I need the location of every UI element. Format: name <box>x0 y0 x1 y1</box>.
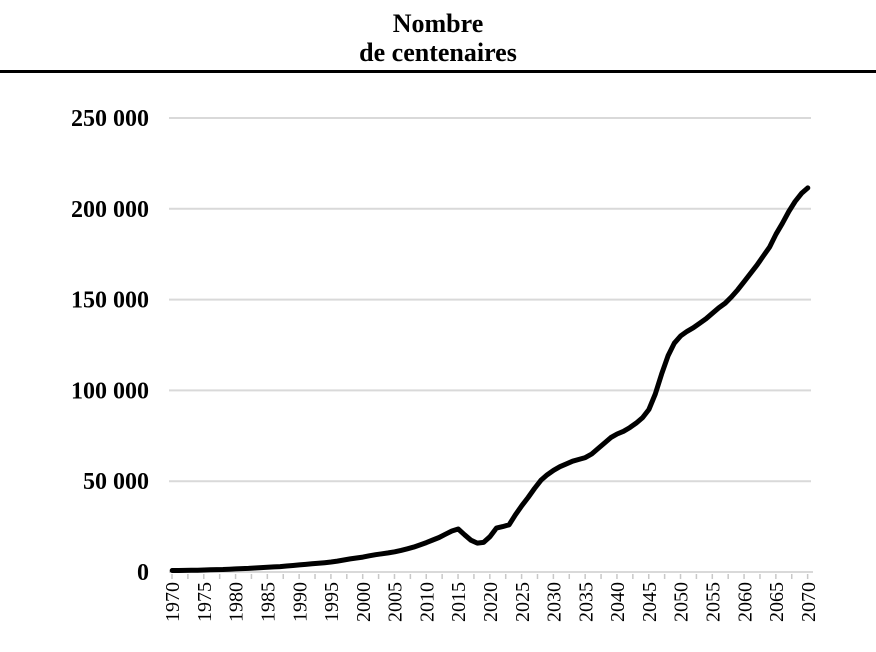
x-tick-label-2020: 2020 <box>480 582 502 622</box>
y-axis-labels: 0 50 000 100 000 150 000 200 000 250 000 <box>71 106 149 586</box>
y-tick-label-0: 0 <box>137 560 149 586</box>
y-tick-label-250000: 250 000 <box>71 106 149 132</box>
x-tick-label-2030: 2030 <box>544 582 566 622</box>
x-tick-label-2025: 2025 <box>512 582 534 622</box>
x-tick-label-2050: 2050 <box>671 582 693 622</box>
x-tick-label-2035: 2035 <box>575 582 597 622</box>
x-tick-label-2065: 2065 <box>766 582 788 622</box>
x-tick-label-2040: 2040 <box>607 582 629 622</box>
x-tick-label-2060: 2060 <box>734 582 756 622</box>
x-tick-label-1980: 1980 <box>226 582 248 622</box>
x-tick-label-2070: 2070 <box>798 582 820 622</box>
x-tick-label-1970: 1970 <box>162 582 184 622</box>
x-tick-label-1985: 1985 <box>258 582 280 622</box>
y-tick-label-50000: 50 000 <box>83 469 149 495</box>
x-tick-label-2055: 2055 <box>702 582 724 622</box>
x-tick-label-2015: 2015 <box>448 582 470 622</box>
x-tick-label-2000: 2000 <box>353 582 375 622</box>
x-tick-label-2045: 2045 <box>639 582 661 622</box>
x-axis-labels: 1970 1975 1980 1985 1990 1995 2000 2005 2010 2015… <box>162 582 820 622</box>
data-series-line <box>169 185 811 573</box>
chart-title-line2: de centenaires <box>359 38 517 67</box>
x-axis <box>169 571 813 579</box>
y-tick-label-200000: 200 000 <box>71 197 149 223</box>
x-tick-label-1990: 1990 <box>289 582 311 622</box>
x-tick-label-2010: 2010 <box>416 582 438 622</box>
x-tick-label-2005: 2005 <box>385 582 407 622</box>
chart-title-line1: Nombre <box>393 9 484 38</box>
x-tick-label-1995: 1995 <box>321 582 343 622</box>
y-tick-label-100000: 100 000 <box>71 378 149 404</box>
y-gridlines <box>169 117 811 573</box>
y-tick-label-150000: 150 000 <box>71 288 149 314</box>
x-tick-label-1975: 1975 <box>194 582 216 622</box>
